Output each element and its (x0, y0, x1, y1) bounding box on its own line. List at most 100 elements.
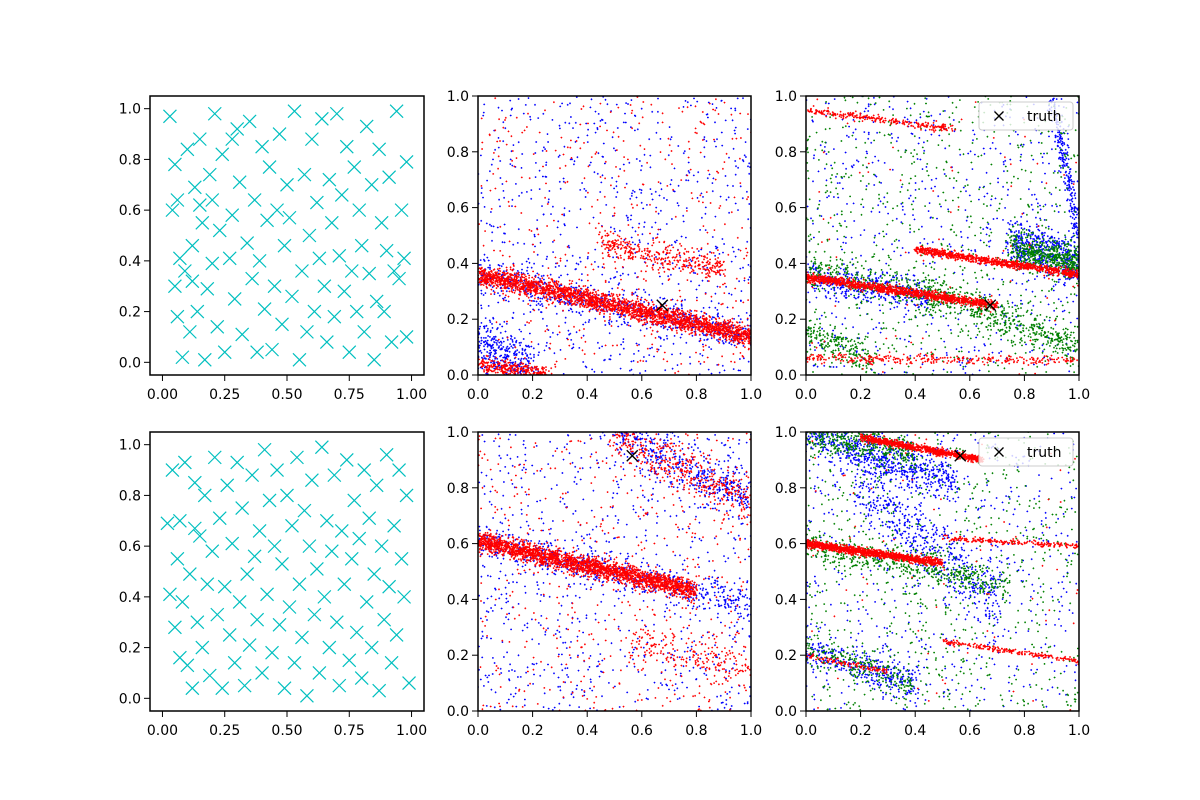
plot-area (478, 96, 751, 375)
data-point (265, 645, 279, 660)
data-point (192, 529, 207, 543)
y-tick-label: 0.0 (447, 368, 469, 384)
data-point (195, 215, 210, 230)
data-point (215, 681, 230, 696)
data-point (260, 587, 274, 602)
data-point (327, 309, 342, 324)
x-tick-label: 0.0 (467, 387, 489, 403)
data-point (394, 551, 409, 566)
data-point (202, 668, 217, 683)
x-tick-label: 0.4 (576, 723, 598, 739)
y-tick-label: 0.6 (447, 537, 469, 553)
y-tick-label: 0.4 (775, 256, 797, 272)
y-tick-label: 0.0 (119, 691, 141, 707)
data-point (277, 681, 292, 696)
data-point (232, 595, 247, 609)
series-1 (163, 104, 414, 367)
data-point (349, 304, 364, 319)
x-tick-label: 1.00 (396, 723, 427, 739)
data-point (200, 577, 215, 592)
data-point (399, 155, 414, 169)
legend-frame (978, 101, 1074, 131)
data-point (262, 493, 277, 508)
data-point (379, 447, 394, 462)
data-point (185, 274, 200, 289)
plot-area (163, 104, 414, 367)
x-tick-label: 0.0 (467, 723, 489, 739)
data-point (247, 193, 262, 207)
data-point (245, 271, 260, 286)
data-point (359, 119, 374, 134)
data-point (257, 302, 272, 316)
data-point (984, 299, 997, 312)
data-point (392, 463, 407, 477)
data-point (217, 579, 232, 594)
axes-frame (805, 95, 1080, 376)
data-point (322, 172, 337, 187)
data-point (367, 567, 382, 581)
data-point (382, 170, 397, 185)
data-point (275, 556, 289, 571)
data-point (312, 666, 327, 680)
data-point (367, 352, 382, 367)
data-point (282, 210, 297, 225)
data-point (185, 681, 200, 696)
data-point (197, 488, 212, 503)
data-point (322, 640, 337, 655)
data-point (302, 539, 317, 554)
plot-area (806, 432, 1079, 711)
data-point (175, 595, 190, 609)
y-tick-label: 0.8 (775, 145, 797, 161)
data-point (292, 577, 307, 592)
data-point (337, 577, 352, 592)
data-point (382, 579, 397, 594)
x-tick-label: 0.2 (521, 387, 543, 403)
data-point (257, 442, 272, 457)
data-point (167, 157, 182, 172)
plot-area (160, 440, 416, 703)
data-point (362, 266, 377, 281)
y-tick-label: 1.0 (119, 102, 141, 118)
data-point (205, 544, 220, 559)
data-point (227, 291, 242, 306)
data-point (225, 132, 240, 147)
panels: 0.00 0.25 0.50 0.75 1.000.00.20.40.60.81.00.… (119, 89, 1090, 739)
data-point (392, 271, 407, 286)
x-tick-label: 0.50 (271, 723, 302, 739)
data-point (272, 617, 287, 632)
data-point (247, 549, 262, 564)
data-point (317, 279, 332, 294)
data-point (255, 666, 270, 680)
data-point (242, 114, 257, 129)
data-point (364, 640, 379, 655)
data-point (252, 523, 267, 538)
x-tick-label: 0.75 (334, 387, 365, 403)
data-point (379, 243, 394, 258)
data-point (230, 122, 245, 136)
legend-frame (978, 437, 1074, 467)
data-point (309, 562, 324, 576)
data-point (165, 203, 180, 218)
data-point (389, 104, 404, 119)
data-point (177, 264, 192, 278)
x-tick-label: 1.0 (1068, 723, 1090, 739)
data-point (285, 289, 299, 304)
data-point (372, 683, 387, 698)
y-tick-label: 0.4 (119, 254, 141, 270)
panel-bottom-left: 0.00 0.25 0.50 0.75 1.00 0.0 0.2 0.4 0.6 0.8 1.0 (119, 431, 427, 739)
y-tick-label: 0.4 (447, 592, 469, 608)
data-point (210, 319, 225, 334)
data-point (304, 473, 319, 488)
data-point (190, 615, 205, 630)
data-point (195, 640, 210, 655)
data-point (165, 463, 180, 477)
y-tick-label: 0.2 (775, 648, 797, 664)
y-tick-label: 0.6 (119, 203, 141, 219)
y-tick-label: 0.0 (775, 704, 797, 720)
x-tick-label: 0.6 (631, 387, 653, 403)
data-point (357, 463, 372, 477)
data-point (374, 215, 389, 230)
data-point (272, 127, 287, 141)
data-point (352, 531, 367, 546)
data-point (384, 655, 399, 670)
